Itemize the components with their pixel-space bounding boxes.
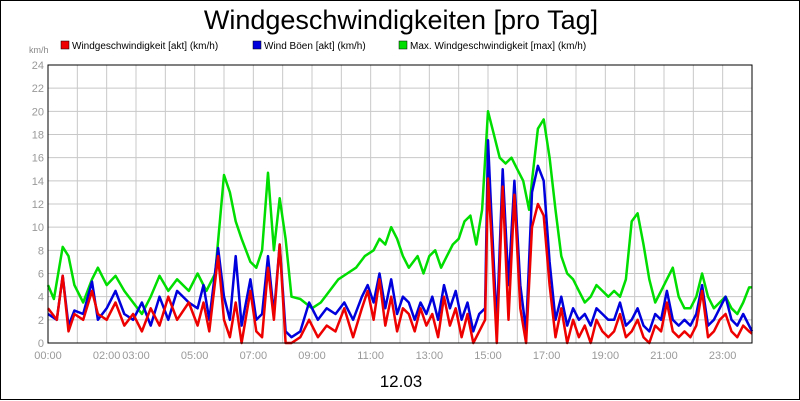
y-tick-label: 12 [32, 199, 44, 211]
series-line-0 [46, 110, 752, 316]
legend-swatch [252, 40, 262, 50]
legend-label: Windgeschwindigkeit [akt] (km/h) [72, 41, 218, 52]
series-line-1 [47, 139, 754, 339]
y-tick-label: 24 [32, 60, 44, 72]
x-tick-label: 15:00 [474, 350, 502, 362]
y-unit-label: km/h [29, 45, 49, 55]
y-tick-label: 10 [32, 222, 44, 234]
x-tick-label: 07:00 [240, 350, 268, 362]
y-tick-label: 20 [32, 106, 44, 118]
y-tick-label: 6 [38, 269, 44, 281]
y-tick-label: 16 [32, 153, 44, 165]
y-tick-label: 4 [38, 292, 44, 304]
date-label: 12.03 [380, 372, 423, 391]
x-tick-label: 05:00 [181, 350, 209, 362]
x-tick-label: 11:00 [357, 350, 384, 362]
legend-label: Wind Böen [akt] (km/h) [264, 41, 366, 52]
legend-label: Max. Windgeschwindigkeit [max] (km/h) [410, 41, 586, 52]
x-tick-label: 17:00 [533, 350, 561, 362]
x-tick-label: 09:00 [298, 350, 326, 362]
legend-swatch [60, 40, 70, 50]
legend: Windgeschwindigkeit [akt] (km/h) Wind Böe… [60, 40, 586, 52]
series-line-2 [47, 177, 753, 345]
y-tick-label: 0 [38, 338, 44, 350]
x-tick-label: 03:00 [122, 350, 150, 362]
y-tick-label: 18 [32, 130, 44, 142]
y-tick-label: 2 [38, 315, 44, 327]
chart-title: Windgeschwindigkeiten [pro Tag] [204, 5, 598, 35]
series-layer [46, 110, 754, 345]
x-tick-label: 13:00 [416, 350, 444, 362]
x-tick-label: 19:00 [592, 350, 620, 362]
y-tick-label: 22 [32, 83, 44, 95]
y-tick-label: 8 [38, 245, 44, 257]
plot-border [47, 64, 753, 344]
x-tick-label: 00:00 [34, 350, 62, 362]
x-tick-label: 02:00 [93, 350, 121, 362]
x-tick-label: 23:00 [709, 350, 737, 362]
legend-swatch [398, 40, 408, 50]
x-axis: 00:00 02:00 03:00 05:00 07:00 09:00 11:00 13:00… [34, 350, 736, 362]
x-tick-label: 21:00 [650, 350, 678, 362]
y-tick-label: 14 [32, 176, 44, 188]
